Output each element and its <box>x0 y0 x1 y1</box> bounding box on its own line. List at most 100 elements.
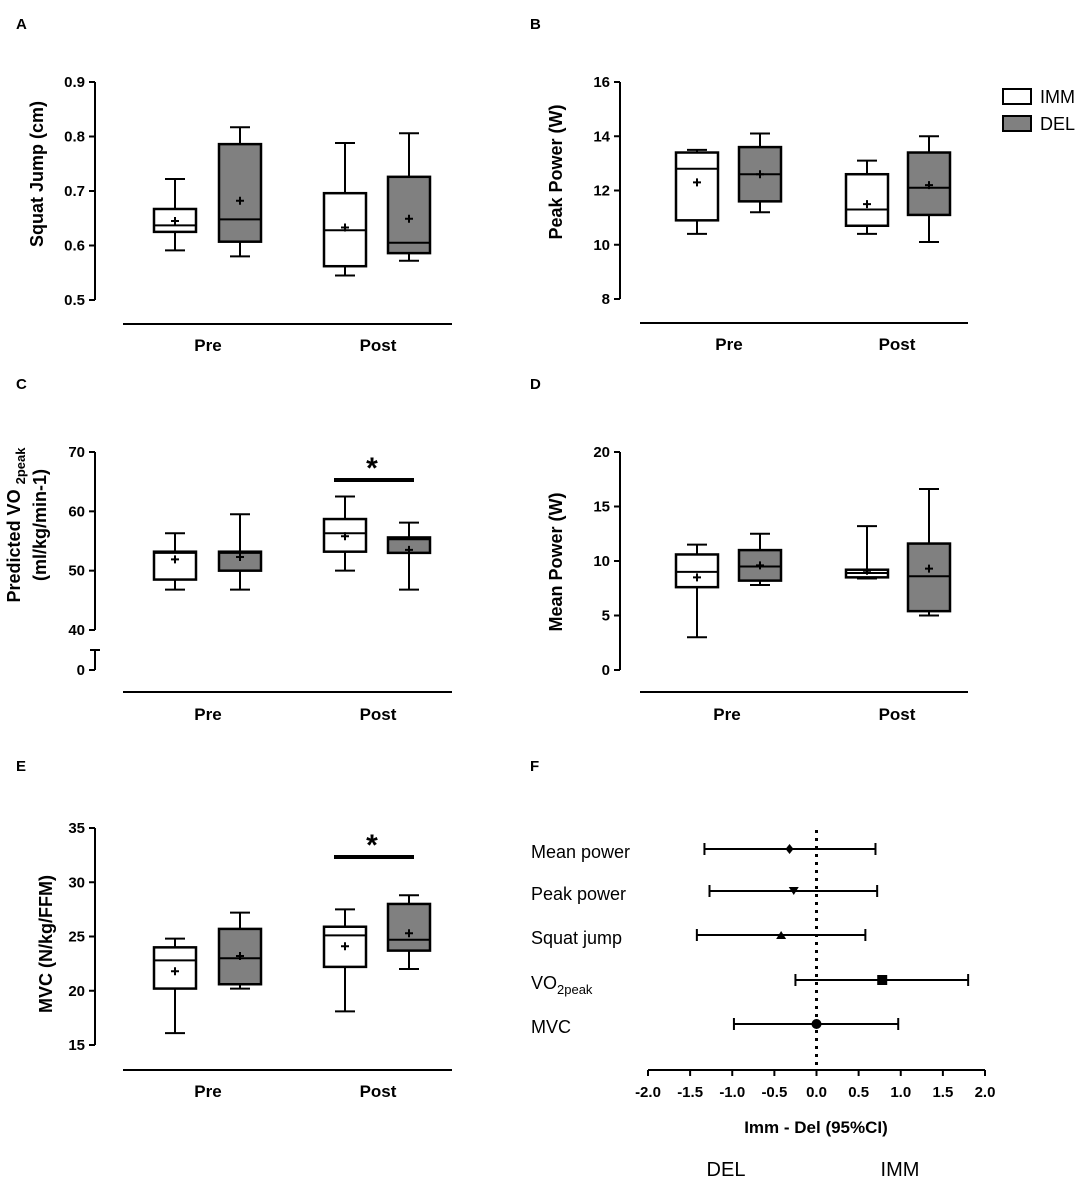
x-tick-label: 0.5 <box>848 1084 869 1101</box>
category-label-pre: Pre <box>715 335 742 354</box>
estimate-marker <box>811 1019 822 1029</box>
x-tick-label: 0.0 <box>806 1084 827 1101</box>
box-pre-imm <box>674 148 720 235</box>
legend-del-swatch <box>1002 115 1032 132</box>
box-post-imm <box>322 142 368 277</box>
mean-marker <box>405 214 413 223</box>
forest-right-label: IMM <box>881 1159 920 1180</box>
forest-left-label: DEL <box>707 1159 746 1180</box>
forest-row-label: Squat jump <box>531 928 622 948</box>
estimate-marker <box>788 887 799 895</box>
panel-f: -2.0 -1.5 -1.0 -0.5 0.0 0.5 1.0 1.5 2.0 Mean powe… <box>531 830 995 1101</box>
y-tick-label: 30 <box>68 874 85 891</box>
box-pre-del <box>217 126 263 258</box>
box-post-del <box>386 132 432 262</box>
box-pre-del <box>217 513 263 591</box>
box-iqr <box>674 553 720 589</box>
mean-marker <box>341 223 349 232</box>
ylabel-e: MVC (N/kg/FFM) <box>36 875 56 1013</box>
forest-xlabel: Imm - Del (95%CI) <box>744 1118 888 1137</box>
significance-star: * <box>366 829 378 862</box>
x-tick-label: -1.5 <box>677 1084 703 1101</box>
x-tick-label: 1.0 <box>890 1084 911 1101</box>
forest-row-label: Mean power <box>531 842 630 862</box>
panel-d: 0 5 10 15 20 Pre Post <box>593 444 968 724</box>
y-tick-label: 20 <box>68 983 85 1000</box>
panel-a: 0.5 0.6 0.7 0.8 0.9 Pre Post <box>64 74 452 355</box>
y-tick-label: 0.7 <box>64 183 85 200</box>
box-post-imm <box>844 525 890 580</box>
ylabel-d: Mean Power (W) <box>546 492 566 631</box>
panel-label-b: B <box>530 16 541 33</box>
box-iqr <box>322 517 368 553</box>
ylabel-c-line1: Predicted VO 2peak <box>4 447 28 603</box>
mean-marker <box>756 170 764 179</box>
panel-c: 0 40 50 60 70 Pre Post * <box>68 444 452 724</box>
box-pre-imm <box>152 178 198 252</box>
estimate-marker <box>776 931 787 939</box>
mean-marker <box>236 553 244 562</box>
x-tick-label: 2.0 <box>975 1084 996 1101</box>
mean-marker <box>171 967 179 976</box>
ylabel-c-line2: (ml/kg/min-1) <box>30 469 50 581</box>
y-tick-label: 0 <box>602 662 610 679</box>
mean-marker <box>171 216 179 225</box>
forest-row-label-subscript: 2peak <box>557 982 593 997</box>
box-pre-del <box>737 532 783 586</box>
category-label-post: Post <box>879 705 916 724</box>
y-tick-label: 20 <box>593 444 610 461</box>
mean-marker <box>863 200 871 209</box>
panel-b: 8 10 12 14 16 Pre Post <box>593 74 968 354</box>
y-tick-label: 10 <box>593 553 610 570</box>
y-tick-label: 25 <box>68 929 85 946</box>
category-label-post: Post <box>360 705 397 724</box>
box-iqr <box>674 151 720 222</box>
legend-imm-swatch <box>1002 88 1032 105</box>
y-tick-label: 0.8 <box>64 129 85 146</box>
estimate-marker <box>785 844 794 854</box>
ylabel-b: Peak Power (W) <box>546 104 566 239</box>
y-tick-label: 15 <box>68 1037 85 1054</box>
box-post-del <box>906 488 952 617</box>
x-tick-label: 1.5 <box>932 1084 953 1101</box>
box-iqr <box>386 902 432 952</box>
y-tick-label: 16 <box>593 74 610 91</box>
box-post-imm <box>322 495 368 572</box>
forest-row-mvc: MVC <box>531 1017 900 1037</box>
box-post-del <box>906 135 952 244</box>
panel-label-a: A <box>16 16 27 33</box>
forest-row-peak-power: Peak power <box>531 884 879 904</box>
mean-marker <box>236 196 244 205</box>
panel-label-c: C <box>16 376 27 393</box>
category-label-post: Post <box>879 335 916 354</box>
forest-row-mean-power: Mean power <box>531 842 877 862</box>
mean-marker <box>863 566 871 575</box>
panel-label-e: E <box>16 758 26 775</box>
mean-marker <box>756 561 764 570</box>
y-tick-label: 0.5 <box>64 292 85 309</box>
mean-marker <box>693 573 701 582</box>
y-tick-label: 12 <box>593 183 610 200</box>
forest-row-vo2peak: VO2peak <box>531 973 970 997</box>
category-label-pre: Pre <box>194 336 221 355</box>
forest-row-label: Peak power <box>531 884 626 904</box>
mean-marker <box>925 181 933 190</box>
box-pre-imm <box>152 532 198 591</box>
box-pre-del <box>737 132 783 214</box>
y-tick-label: 60 <box>68 503 85 520</box>
box-post-del <box>386 521 432 591</box>
x-tick-label: -0.5 <box>761 1084 787 1101</box>
panel-label-d: D <box>530 376 541 393</box>
y-tick-label: 0.9 <box>64 74 85 91</box>
panel-e: 15 20 25 30 35 Pre Post * <box>68 820 452 1101</box>
box-post-imm <box>844 159 890 235</box>
box-iqr <box>217 142 263 243</box>
y-tick-label: 14 <box>593 128 610 145</box>
category-label-pre: Pre <box>713 705 740 724</box>
y-tick-label: 15 <box>593 499 610 516</box>
mean-marker <box>405 929 413 938</box>
box-pre-imm <box>674 543 720 639</box>
mean-marker <box>925 564 933 573</box>
forest-row-label: MVC <box>531 1017 571 1037</box>
